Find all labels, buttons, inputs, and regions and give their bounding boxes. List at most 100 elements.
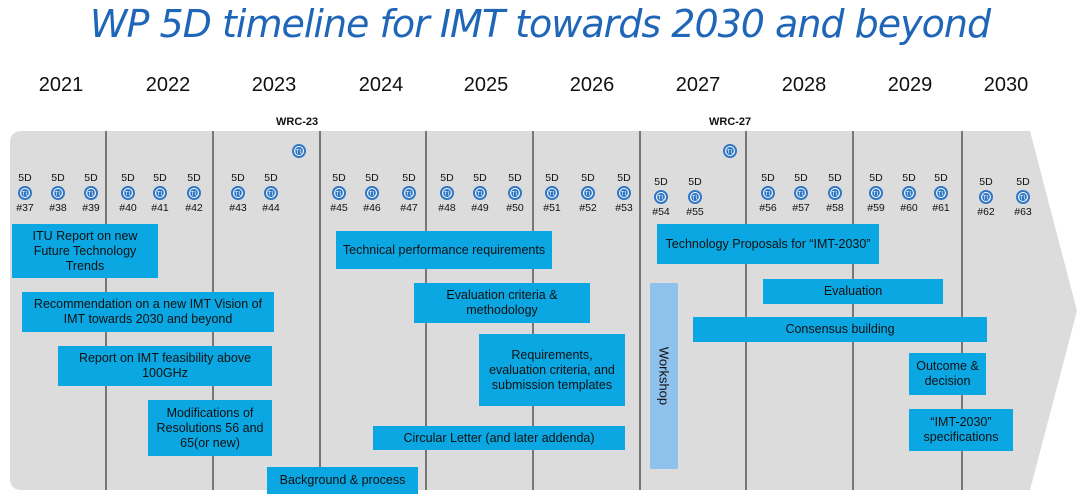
itu-logo-icon: ITU: [153, 186, 167, 200]
meeting-number: #53: [615, 202, 633, 214]
svg-text:ITU: ITU: [796, 192, 806, 198]
meeting-marker: 5D ITU #47: [394, 172, 424, 214]
meeting-marker: 5D ITU #50: [500, 172, 530, 214]
meeting-prefix: 5D: [231, 172, 245, 184]
svg-text:ITU: ITU: [547, 192, 557, 198]
svg-text:ITU: ITU: [725, 150, 735, 156]
meeting-marker: 5D ITU #44: [256, 172, 286, 214]
meeting-marker: 5D ITU #52: [573, 172, 603, 214]
itu-logo-icon: ITU: [654, 190, 668, 204]
page-title: WP 5D timeline for IMT towards 2030 and …: [89, 2, 991, 46]
meeting-prefix: 5D: [473, 172, 487, 184]
meeting-prefix: 5D: [264, 172, 278, 184]
meeting-marker: 5D ITU #49: [465, 172, 495, 214]
meeting-number: #57: [792, 202, 810, 214]
meeting-marker: 5D ITU #61: [926, 172, 956, 214]
requirements-box: Requirements, evaluation criteria, and s…: [479, 334, 625, 406]
wrc-23-label: WRC-23: [276, 116, 319, 128]
meeting-marker: 5D ITU #38: [43, 172, 73, 214]
svg-text:ITU: ITU: [619, 192, 629, 198]
itu-logo-icon: ITU: [402, 186, 416, 200]
meeting-number: #45: [330, 202, 348, 214]
itu-logo-icon: ITU: [617, 186, 631, 200]
itu-logo-icon: ITU: [51, 186, 65, 200]
svg-text:ITU: ITU: [656, 196, 666, 202]
itu-logo-icon: ITU: [545, 186, 559, 200]
itu-logo-icon: ITU: [121, 186, 135, 200]
meeting-marker: 5D ITU #53: [609, 172, 639, 214]
itu-logo-icon: ITU: [979, 190, 993, 204]
meeting-prefix: 5D: [979, 176, 993, 188]
meeting-number: #56: [759, 202, 777, 214]
svg-text:ITU: ITU: [1018, 196, 1028, 202]
outcome-box: Outcome & decision: [909, 353, 986, 395]
meeting-marker: 5D ITU #46: [357, 172, 387, 214]
meeting-prefix: 5D: [18, 172, 32, 184]
meeting-prefix: 5D: [51, 172, 65, 184]
meeting-number: #39: [82, 202, 100, 214]
meeting-prefix: 5D: [187, 172, 201, 184]
meeting-number: #41: [151, 202, 169, 214]
svg-text:ITU: ITU: [20, 192, 30, 198]
meeting-marker: 5D ITU #63: [1008, 176, 1038, 218]
meeting-number: #51: [543, 202, 561, 214]
itu-logo-icon: ITU: [688, 190, 702, 204]
svg-text:ITU: ITU: [510, 192, 520, 198]
meeting-number: #48: [438, 202, 456, 214]
meeting-prefix: 5D: [332, 172, 346, 184]
meeting-prefix: 5D: [508, 172, 522, 184]
workshop-label: Workshop: [656, 346, 672, 406]
consensus-box: Consensus building: [693, 317, 987, 342]
itu-report-box: ITU Report on new Future Technology Tren…: [12, 224, 158, 278]
meeting-number: #38: [49, 202, 67, 214]
svg-text:ITU: ITU: [155, 192, 165, 198]
itu-logo-icon: ITU: [794, 186, 808, 200]
meeting-number: #62: [977, 206, 995, 218]
meeting-number: #43: [229, 202, 247, 214]
meeting-prefix: 5D: [1016, 176, 1030, 188]
feasibility-box: Report on IMT feasibility above 100GHz: [58, 346, 272, 386]
svg-text:ITU: ITU: [904, 192, 914, 198]
meeting-number: #49: [471, 202, 489, 214]
meeting-prefix: 5D: [581, 172, 595, 184]
meeting-prefix: 5D: [688, 176, 702, 188]
svg-text:ITU: ITU: [830, 192, 840, 198]
meeting-number: #47: [400, 202, 418, 214]
meeting-marker: 5D ITU #62: [971, 176, 1001, 218]
meeting-marker: 5D ITU #39: [76, 172, 106, 214]
meeting-number: #58: [826, 202, 844, 214]
svg-text:ITU: ITU: [583, 192, 593, 198]
circular-letter-box: Circular Letter (and later addenda): [373, 426, 625, 450]
year-label: 2021: [38, 74, 84, 96]
meeting-prefix: 5D: [121, 172, 135, 184]
svg-text:ITU: ITU: [53, 192, 63, 198]
meeting-marker: 5D ITU #57: [786, 172, 816, 214]
meeting-marker: 5D ITU #59: [861, 172, 891, 214]
meeting-prefix: 5D: [828, 172, 842, 184]
meeting-prefix: 5D: [761, 172, 775, 184]
tech-perf-box: Technical performance requirements: [336, 231, 552, 269]
year-label: 2028: [781, 74, 827, 96]
itu-logo-icon: ITU: [292, 144, 306, 158]
meeting-number: #44: [262, 202, 280, 214]
meeting-number: #42: [185, 202, 203, 214]
itu-logo-icon: ITU: [18, 186, 32, 200]
itu-logo-icon: ITU: [723, 144, 737, 158]
meeting-number: #52: [579, 202, 597, 214]
svg-text:ITU: ITU: [294, 150, 304, 156]
year-label: 2030: [983, 74, 1029, 96]
modifications-box: Modifications of Resolutions 56 and 65(o…: [148, 400, 272, 456]
meeting-prefix: 5D: [84, 172, 98, 184]
itu-logo-icon: ITU: [264, 186, 278, 200]
itu-logo-icon: ITU: [581, 186, 595, 200]
itu-logo-icon: ITU: [473, 186, 487, 200]
meeting-marker: 5D ITU #40: [113, 172, 143, 214]
itu-logo-icon: ITU: [332, 186, 346, 200]
year-label: 2029: [887, 74, 933, 96]
meeting-marker: 5D ITU #54: [646, 176, 676, 218]
meeting-marker: 5D ITU #43: [223, 172, 253, 214]
svg-text:ITU: ITU: [189, 192, 199, 198]
meeting-prefix: 5D: [440, 172, 454, 184]
tech-proposals-box: Technology Proposals for “IMT-2030”: [657, 224, 879, 264]
meeting-marker: 5D ITU #42: [179, 172, 209, 214]
